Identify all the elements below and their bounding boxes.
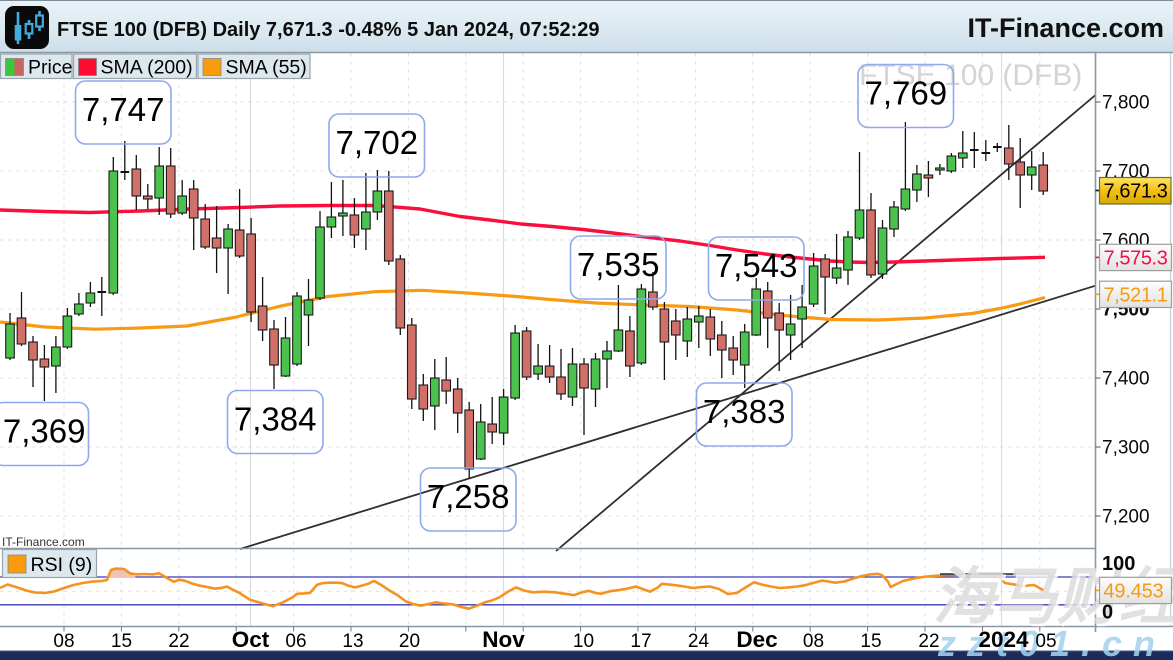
svg-text:100: 100 [1102, 553, 1135, 575]
svg-text:08: 08 [53, 631, 74, 652]
svg-text:20: 20 [399, 631, 420, 652]
svg-text:7,521.1: 7,521.1 [1104, 285, 1168, 307]
svg-text:7,384: 7,384 [234, 401, 317, 438]
svg-text:FTSE 100 (DFB) Daily 7,671.3 -: FTSE 100 (DFB) Daily 7,671.3 -0.48% 5 Ja… [57, 19, 600, 41]
svg-text:7,369: 7,369 [3, 413, 86, 450]
svg-text:24: 24 [688, 631, 710, 652]
svg-text:49.453: 49.453 [1104, 581, 1164, 603]
svg-text:08: 08 [803, 631, 824, 652]
svg-text:22: 22 [918, 631, 939, 652]
svg-text:IT-Finance.com: IT-Finance.com [967, 13, 1164, 43]
svg-text:15: 15 [860, 631, 881, 652]
svg-text:RSI (9): RSI (9) [31, 554, 93, 576]
svg-text:SMA (55): SMA (55) [226, 57, 307, 79]
svg-text:15: 15 [111, 631, 132, 652]
svg-text:2024: 2024 [978, 627, 1029, 652]
svg-text:7,747: 7,747 [82, 91, 165, 128]
svg-text:7,200: 7,200 [1102, 507, 1150, 528]
svg-text:7,702: 7,702 [336, 124, 419, 161]
svg-text:22: 22 [168, 631, 189, 652]
svg-text:7,800: 7,800 [1102, 93, 1150, 114]
svg-text:SMA (200): SMA (200) [101, 57, 193, 79]
svg-text:06: 06 [285, 631, 306, 652]
svg-text:7,543: 7,543 [715, 247, 798, 284]
svg-text:0: 0 [1102, 602, 1113, 624]
svg-text:7,575.3: 7,575.3 [1104, 248, 1168, 270]
svg-text:7,300: 7,300 [1102, 438, 1150, 459]
svg-text:7,383: 7,383 [703, 393, 786, 430]
svg-text:7,535: 7,535 [577, 246, 660, 283]
svg-text:7,671.3: 7,671.3 [1104, 181, 1168, 203]
svg-text:IT-Finance.com: IT-Finance.com [2, 535, 85, 549]
svg-text:zzt01.cn: zzt01.cn [937, 623, 1166, 660]
svg-text:10: 10 [573, 631, 594, 652]
svg-text:17: 17 [630, 631, 651, 652]
svg-text:7,769: 7,769 [865, 75, 948, 112]
svg-text:Dec: Dec [736, 627, 777, 652]
svg-text:Nov: Nov [482, 627, 525, 652]
svg-text:05: 05 [1035, 631, 1056, 652]
svg-text:Price: Price [28, 57, 72, 79]
svg-text:7,258: 7,258 [427, 478, 510, 515]
svg-text:7,400: 7,400 [1102, 369, 1150, 390]
svg-text:13: 13 [342, 631, 363, 652]
svg-text:Oct: Oct [232, 627, 270, 652]
